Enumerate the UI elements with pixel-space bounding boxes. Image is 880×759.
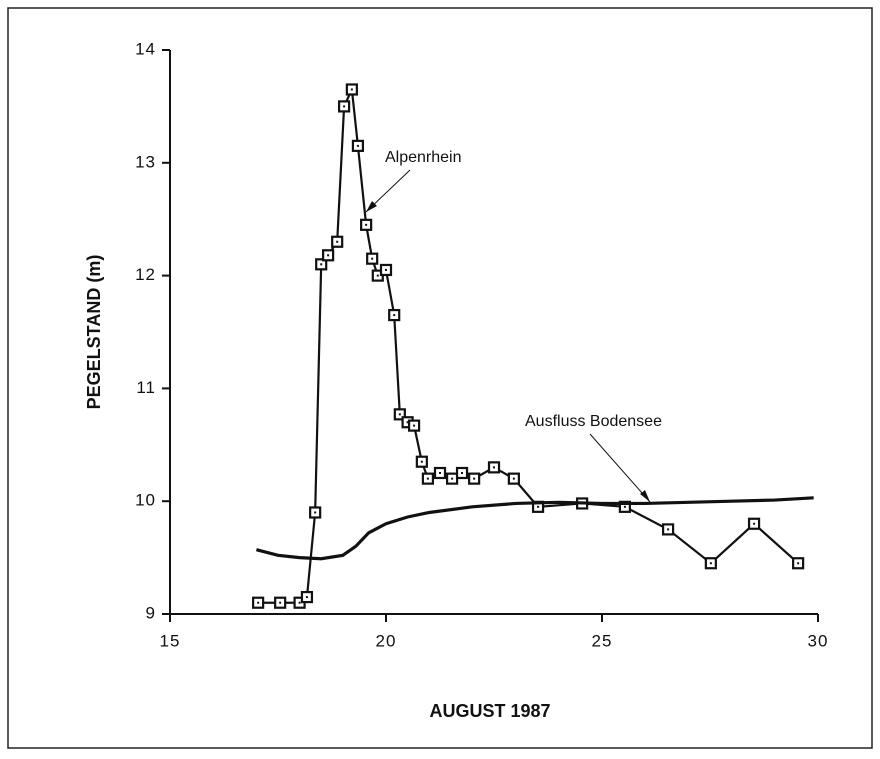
y-tick-label: 10 [135, 491, 156, 510]
marker-dot [393, 314, 396, 317]
arrow [589, 433, 651, 503]
x-axis-title: AUGUST 1987 [429, 701, 550, 721]
annotation: Alpenrhein [385, 149, 462, 166]
frame [7, 7, 873, 749]
marker-dot [420, 460, 423, 463]
x-tick-label: 30 [808, 631, 829, 650]
marker-dot [406, 421, 409, 424]
marker-dot [350, 88, 353, 91]
marker-dot [365, 223, 368, 226]
marker-dot [385, 268, 387, 271]
marker-dot [298, 601, 301, 604]
marker-dot [343, 105, 346, 108]
marker-dot [356, 144, 359, 147]
marker-dot [314, 511, 317, 514]
marker-dot [461, 472, 464, 474]
y-tick-label: 13 [135, 152, 156, 171]
marker-dot [426, 477, 429, 480]
marker-dot [537, 505, 540, 508]
marker-dot [797, 562, 800, 565]
arrowhead [366, 201, 377, 212]
marker-dot [439, 472, 441, 474]
marker-dot [709, 562, 712, 565]
series-line [255, 496, 814, 561]
marker-dot [493, 466, 495, 469]
marker-dot [320, 263, 323, 266]
y-tick-label: 12 [135, 265, 156, 284]
marker-dot [753, 522, 756, 525]
marker-dot [451, 477, 454, 480]
y-tick-label: 14 [135, 39, 156, 58]
marker-dot [623, 505, 626, 508]
annotation: Ausfluss Bodensee [525, 413, 662, 430]
x-tick-label: 15 [160, 631, 181, 650]
marker-dot [512, 477, 515, 480]
x-tick-label: 20 [376, 631, 397, 650]
marker-dot [305, 596, 308, 599]
x-tick-label: 25 [592, 631, 613, 650]
y-axis-title: PEGELSTAND (m) [84, 255, 104, 410]
marker-dot [376, 274, 379, 277]
marker-dot [257, 601, 260, 604]
marker-dot [371, 257, 374, 260]
marker-dot [413, 424, 416, 427]
marker-dot [398, 413, 401, 416]
marker-dot [336, 240, 339, 243]
marker-dot [327, 254, 330, 257]
marker-dot [279, 601, 282, 604]
y-tick-label: 9 [146, 603, 156, 622]
marker-dot [667, 528, 670, 531]
arrowhead [640, 490, 650, 502]
y-tick-label: 11 [136, 378, 156, 397]
marker-dot [473, 477, 476, 480]
series-line [258, 85, 799, 604]
